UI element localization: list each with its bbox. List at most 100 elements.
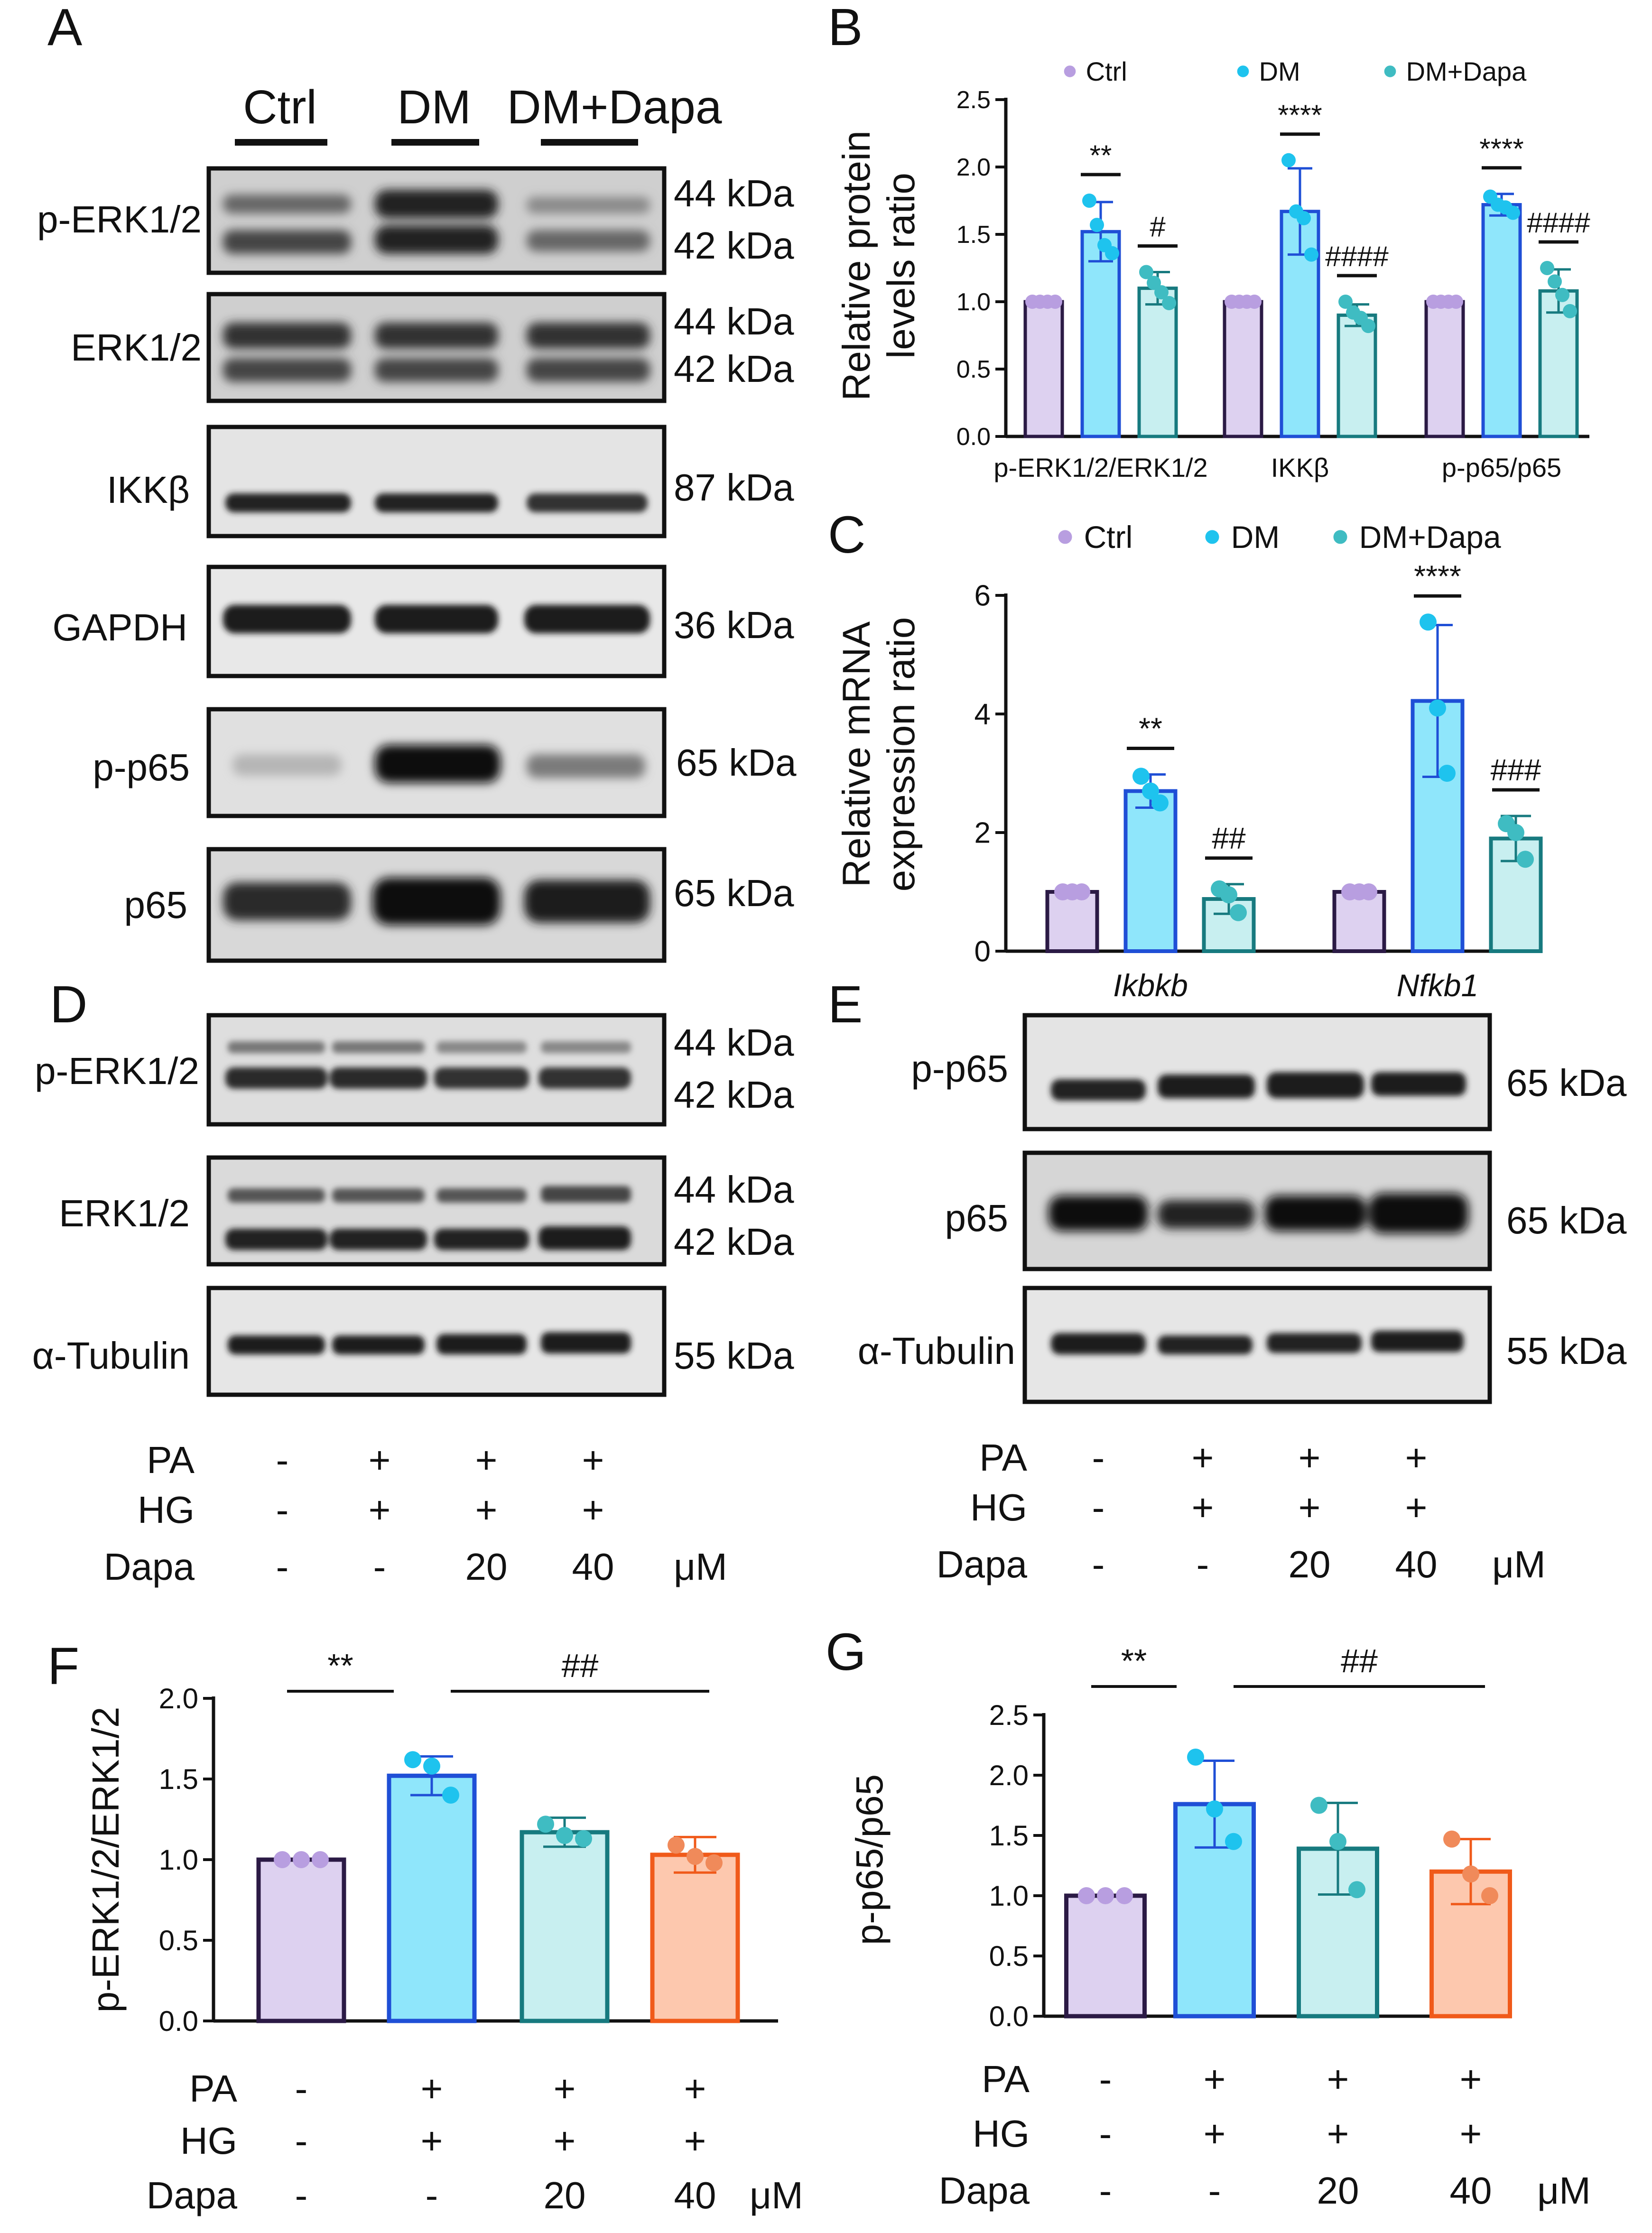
data-point — [537, 1816, 554, 1833]
condition-value: + — [369, 1439, 391, 1481]
bar — [1223, 300, 1263, 438]
blot-row: p-p65 65 kDa — [93, 707, 797, 818]
significance-label: ## — [1341, 1642, 1378, 1679]
condition-label: PA — [982, 2058, 1030, 2100]
significance-label: ** — [327, 1647, 353, 1684]
data-point — [1073, 883, 1090, 900]
data-point — [1048, 295, 1062, 309]
condition-value: + — [1460, 2113, 1482, 2155]
blot-label: p65 — [124, 884, 187, 926]
y-tick-label: 1.0 — [989, 1880, 1029, 1912]
data-point — [1338, 295, 1353, 309]
blot-label: ERK1/2 — [71, 326, 202, 369]
condition-value: - — [1099, 2113, 1112, 2155]
y-tick-label: 0.5 — [989, 1940, 1029, 1972]
bar — [1023, 300, 1064, 438]
y-tick-label: 1.5 — [989, 1820, 1029, 1852]
data-point — [1481, 1887, 1498, 1904]
data-point — [1548, 274, 1562, 289]
y-axis-label: expression ratio — [880, 617, 923, 892]
chart-f: 0.0 0.5 1.0 1.5 2.0 p-ERK1/2/ERK1/2F ** ## PA - + +… — [47, 1637, 803, 2216]
condition-value: - — [1099, 2169, 1112, 2212]
panel-a: A Ctrl DM DM+Dapa p-ERK1/2 44 kDa 42 kDa — [37, 0, 797, 963]
y-tick-label: 0.0 — [989, 2001, 1029, 2032]
legend-marker — [1237, 65, 1249, 77]
condition-value: + — [421, 2067, 443, 2110]
y-tick-label: 2.0 — [159, 1683, 198, 1714]
condition-value: + — [554, 2067, 576, 2110]
condition-value: - — [1092, 1543, 1105, 1585]
blot-row: p65 65 kDa — [124, 847, 794, 963]
panel-e: E p-p65 65 kDa p65 65 kDa — [828, 975, 1627, 1585]
bar — [387, 1773, 477, 2023]
kda-label: 65 kDa — [674, 872, 794, 914]
bar — [650, 1853, 740, 2023]
y-tick-label: 2.5 — [956, 86, 991, 114]
panel-letter: B — [828, 0, 863, 56]
data-point — [1187, 1748, 1204, 1766]
data-point — [1151, 794, 1169, 812]
panel-letter-a: A — [47, 0, 83, 56]
data-point — [1310, 1797, 1327, 1814]
significance-label: #### — [1325, 241, 1389, 272]
blot-row: IKKβ 87 kDa — [107, 425, 794, 538]
kda-label: 55 kDa — [674, 1334, 794, 1377]
data-point — [1116, 1887, 1133, 1904]
condition-value: - — [276, 1546, 289, 1588]
condition-value: 20 — [465, 1546, 508, 1588]
data-point — [312, 1851, 329, 1868]
condition-value: + — [1204, 2058, 1226, 2100]
category-label-italic: Ikbkb — [1113, 968, 1188, 1003]
condition-unit: μM — [1492, 1543, 1546, 1585]
data-point — [1206, 1800, 1223, 1818]
condition-value: + — [1204, 2113, 1226, 2155]
data-point — [1429, 699, 1446, 717]
legend-marker — [1384, 65, 1396, 77]
condition-value: + — [1327, 2113, 1349, 2155]
condition-value: - — [295, 2120, 308, 2162]
blot-label: IKKβ — [107, 469, 190, 511]
data-point — [1420, 613, 1437, 631]
legend-marker — [1333, 530, 1347, 544]
condition-value: - — [1099, 2058, 1112, 2100]
data-point — [1132, 768, 1150, 785]
y-tick-label: 2.0 — [989, 1760, 1029, 1791]
chart-b: 0.0 0.5 1.0 1.5 2.0 2.5 Relative protein levels… — [828, 0, 1590, 482]
condition-value: - — [1208, 2169, 1221, 2212]
panel-letter-d: D — [50, 975, 87, 1034]
blot-label: p-ERK1/2 — [35, 1050, 199, 1092]
condition-value: 40 — [1450, 2169, 1492, 2212]
significance-label: ## — [1212, 821, 1246, 855]
condition-unit: μM — [674, 1546, 727, 1588]
y-tick-label: 1.0 — [956, 288, 991, 316]
y-tick-label: 4 — [974, 698, 991, 731]
blot-row: p-ERK1/2 44 kDa 42 kDa — [37, 166, 794, 275]
significance-label: ### — [1491, 753, 1541, 787]
condition-value: + — [475, 1439, 498, 1481]
data-point — [1304, 247, 1318, 262]
data-point — [1563, 304, 1577, 318]
data-point — [1154, 285, 1169, 300]
kda-label: 42 kDa — [674, 224, 794, 267]
condition-label: Dapa — [939, 2169, 1030, 2212]
condition-unit: μM — [750, 2174, 803, 2216]
legend-label: DM — [1259, 56, 1300, 86]
condition-value: + — [1327, 2058, 1349, 2100]
y-axis-label: p-ERK1/2/ERK1/2 — [84, 1707, 127, 2013]
data-point — [556, 1827, 573, 1844]
data-point — [1162, 296, 1176, 310]
data-point — [1555, 287, 1569, 302]
condition-value: 40 — [674, 2174, 716, 2216]
y-axis-label: p-p65/p65 — [848, 1774, 891, 1945]
data-point — [1360, 883, 1377, 900]
blot-label: GAPDH — [53, 606, 188, 649]
condition-label: HG — [180, 2120, 237, 2162]
data-point — [1540, 261, 1554, 275]
legend-marker — [1205, 530, 1219, 544]
y-axis-label: Relative mRNA — [835, 621, 878, 887]
y-tick-label: 6 — [974, 580, 991, 612]
condition-value: + — [582, 1439, 604, 1481]
y-tick-label: 0.0 — [956, 423, 991, 451]
y-tick-label: 2 — [974, 817, 991, 850]
data-point — [1090, 218, 1104, 232]
